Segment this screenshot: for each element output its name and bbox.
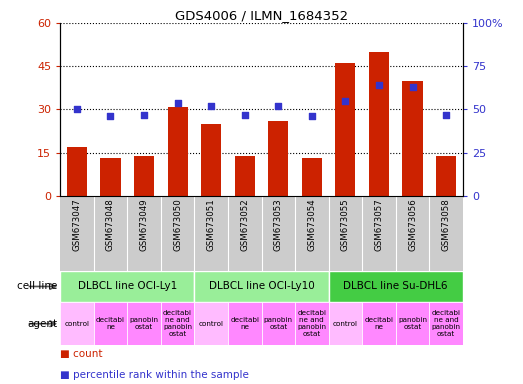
Text: DLBCL line OCI-Ly1: DLBCL line OCI-Ly1 [77, 281, 177, 291]
Point [375, 82, 383, 88]
Text: GSM673055: GSM673055 [341, 198, 350, 251]
Bar [228, 302, 262, 345]
Bar [127, 302, 161, 345]
Text: panobin
ostat: panobin ostat [398, 317, 427, 330]
Bar [195, 271, 328, 302]
Bar [335, 63, 356, 196]
Bar [262, 302, 295, 345]
Bar [429, 302, 463, 345]
Text: decitabi
ne: decitabi ne [96, 317, 125, 330]
Point [140, 112, 148, 118]
Point [106, 113, 115, 119]
Point [274, 103, 282, 109]
Text: control: control [64, 321, 89, 327]
Bar [396, 302, 429, 345]
Bar [60, 271, 195, 302]
Text: decitabi
ne: decitabi ne [230, 317, 259, 330]
Bar [328, 271, 463, 302]
Text: GSM673048: GSM673048 [106, 198, 115, 251]
Text: GSM673056: GSM673056 [408, 198, 417, 251]
Bar [201, 124, 221, 196]
Text: DLBCL line Su-DHL6: DLBCL line Su-DHL6 [344, 281, 448, 291]
Title: GDS4006 / ILMN_1684352: GDS4006 / ILMN_1684352 [175, 9, 348, 22]
Point [174, 99, 182, 106]
Text: GSM673049: GSM673049 [140, 198, 149, 251]
Bar [67, 147, 87, 196]
Text: GSM673053: GSM673053 [274, 198, 283, 251]
Bar [167, 107, 188, 196]
Bar [328, 302, 362, 345]
Text: cell line: cell line [17, 281, 58, 291]
Bar [134, 156, 154, 196]
Bar [268, 121, 288, 196]
Text: decitabi
ne and
panobin
ostat: decitabi ne and panobin ostat [163, 310, 192, 337]
Bar [94, 302, 127, 345]
Text: GSM673058: GSM673058 [441, 198, 451, 251]
Point [241, 112, 249, 118]
Text: ■ percentile rank within the sample: ■ percentile rank within the sample [60, 370, 249, 380]
Text: control: control [333, 321, 358, 327]
Point [408, 84, 417, 90]
Text: GSM673051: GSM673051 [207, 198, 215, 251]
Bar [161, 302, 195, 345]
Bar [369, 52, 389, 196]
Text: agent: agent [27, 319, 58, 329]
Text: decitabi
ne and
panobin
ostat: decitabi ne and panobin ostat [298, 310, 326, 337]
Bar [100, 159, 120, 196]
Text: GSM673047: GSM673047 [72, 198, 82, 251]
Text: GSM673050: GSM673050 [173, 198, 182, 251]
Bar [60, 302, 94, 345]
Point [73, 106, 81, 113]
Point [442, 112, 450, 118]
Text: panobin
ostat: panobin ostat [264, 317, 293, 330]
Point [308, 113, 316, 119]
Text: decitabi
ne: decitabi ne [365, 317, 393, 330]
Bar [195, 302, 228, 345]
Bar [295, 302, 328, 345]
Point [341, 98, 349, 104]
Text: ■ count: ■ count [60, 349, 103, 359]
Text: decitabi
ne and
panobin
ostat: decitabi ne and panobin ostat [431, 310, 461, 337]
Text: GSM673054: GSM673054 [308, 198, 316, 251]
Bar [436, 156, 456, 196]
Bar [403, 81, 423, 196]
Bar [235, 156, 255, 196]
Point [207, 103, 215, 109]
Bar [362, 302, 396, 345]
Bar [302, 159, 322, 196]
Text: DLBCL line OCI-Ly10: DLBCL line OCI-Ly10 [209, 281, 314, 291]
Text: panobin
ostat: panobin ostat [130, 317, 158, 330]
Text: GSM673057: GSM673057 [374, 198, 383, 251]
Text: GSM673052: GSM673052 [240, 198, 249, 251]
Text: control: control [199, 321, 224, 327]
